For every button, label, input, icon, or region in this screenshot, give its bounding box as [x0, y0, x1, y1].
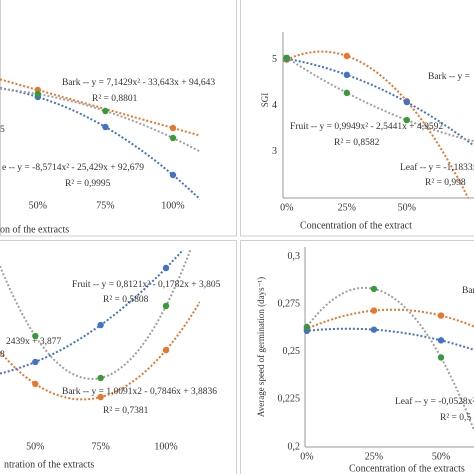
point — [162, 302, 170, 310]
annotation: 8 — [0, 350, 5, 360]
point — [169, 134, 177, 142]
panel-border — [240, 240, 474, 474]
point — [102, 123, 109, 131]
annotation: Bark -- y = 1,0091x2 - 0,7846x + 3,8836 — [62, 387, 217, 397]
x-tick-label: 50% — [26, 441, 44, 452]
annotation: Bark -- y = — [428, 72, 470, 82]
point — [162, 346, 170, 354]
point — [343, 89, 351, 97]
trend-line — [283, 54, 474, 143]
y-tick-label: 0,225 — [278, 394, 301, 405]
x-tick-label: 50% — [398, 202, 416, 213]
point — [370, 326, 378, 333]
panel-border — [0, 240, 237, 474]
point — [403, 116, 411, 124]
x-axis-title: Concentration of the extracts — [349, 463, 465, 474]
annotation: R² = 0,8801 — [92, 94, 138, 104]
point — [303, 323, 311, 331]
y-tick-label: 0,3 — [288, 251, 301, 262]
x-axis-title: on of the extracts — [0, 224, 69, 235]
annotation: R² = 0,5808 — [103, 295, 149, 305]
panel-border — [240, 0, 474, 237]
x-tick-label: 0% — [280, 202, 293, 213]
point — [437, 312, 445, 319]
point — [97, 393, 104, 401]
point — [437, 354, 445, 361]
y-tick-label: 0,2 — [288, 441, 301, 452]
point — [97, 321, 104, 329]
point — [370, 285, 378, 293]
annotation: R² = 0,9995 — [65, 179, 111, 189]
point — [283, 54, 291, 62]
point — [97, 374, 104, 382]
annotation: e -- y = -8,5714x² - 25,429x + 92,679 — [2, 163, 144, 173]
x-tick-label: 25% — [365, 451, 383, 462]
point — [162, 264, 170, 272]
point — [32, 332, 39, 340]
annotation: Bark -- y = 7,1429x² - 33,643x + 94,643 — [62, 78, 215, 88]
x-axis-title: Concentration of the extract — [300, 220, 412, 231]
point — [370, 307, 378, 314]
annotation: R² = 0,5 — [440, 413, 471, 423]
annotation: Leaf -- y = -1,1833x² - 1, — [400, 162, 474, 173]
point — [32, 380, 39, 388]
trend-line — [305, 308, 474, 331]
annotation: R² = 0,7381 — [103, 406, 149, 416]
annotation: Fruit -- y = 0,9949x² - 2,5441x + 4,9592 — [290, 122, 443, 132]
trend-line — [283, 57, 474, 147]
trend-line — [0, 301, 200, 401]
x-tick-label: 100% — [161, 200, 184, 211]
panel-border — [0, 0, 237, 237]
y-tick-label: 3 — [272, 146, 277, 157]
x-tick-label: 50% — [29, 200, 47, 211]
point — [32, 358, 39, 366]
y-axis-title: SGI — [260, 93, 270, 108]
point — [34, 90, 42, 98]
trend-line — [305, 286, 474, 431]
point — [343, 52, 351, 60]
trend-line — [0, 250, 185, 375]
trend-line — [305, 327, 474, 351]
annotation: R² = 0,998 — [425, 178, 466, 188]
y-tick-label: 5 — [272, 54, 277, 65]
x-tick-label: 0% — [300, 451, 313, 462]
annotation: 2439x + 3,877 — [6, 337, 61, 347]
point — [169, 171, 177, 179]
point — [403, 98, 411, 106]
annotation: Leaf -- y = -0,0528x² + 0,0 — [395, 396, 474, 407]
trend-line — [0, 250, 192, 380]
trend-line — [0, 87, 200, 153]
y-tick-label: 0,25 — [283, 346, 301, 357]
y-axis-title: Average speed of germination (days⁻¹) — [256, 277, 266, 417]
point — [102, 107, 109, 115]
point — [437, 337, 445, 344]
x-tick-label: 75% — [96, 200, 114, 211]
trend-line — [283, 50, 470, 198]
annotation: Bark — [462, 286, 474, 296]
y-tick-label: 0,275 — [278, 298, 301, 309]
y-tick-label: 4 — [272, 100, 277, 111]
x-tick-label: 75% — [91, 441, 109, 452]
x-axis-title: ntration of the extracts — [4, 459, 94, 470]
x-tick-label: 50% — [432, 451, 450, 462]
trend-line — [0, 78, 200, 137]
point — [343, 71, 351, 79]
annotation: R² = 0,8582 — [334, 138, 380, 148]
annotation: 5 — [0, 125, 5, 135]
x-tick-label: 100% — [154, 441, 177, 452]
x-tick-label: 25% — [338, 202, 356, 213]
annotation: Fruit -- y = 0,8121x² - 0,1782x + 3,805 — [72, 280, 221, 290]
point — [169, 124, 177, 132]
